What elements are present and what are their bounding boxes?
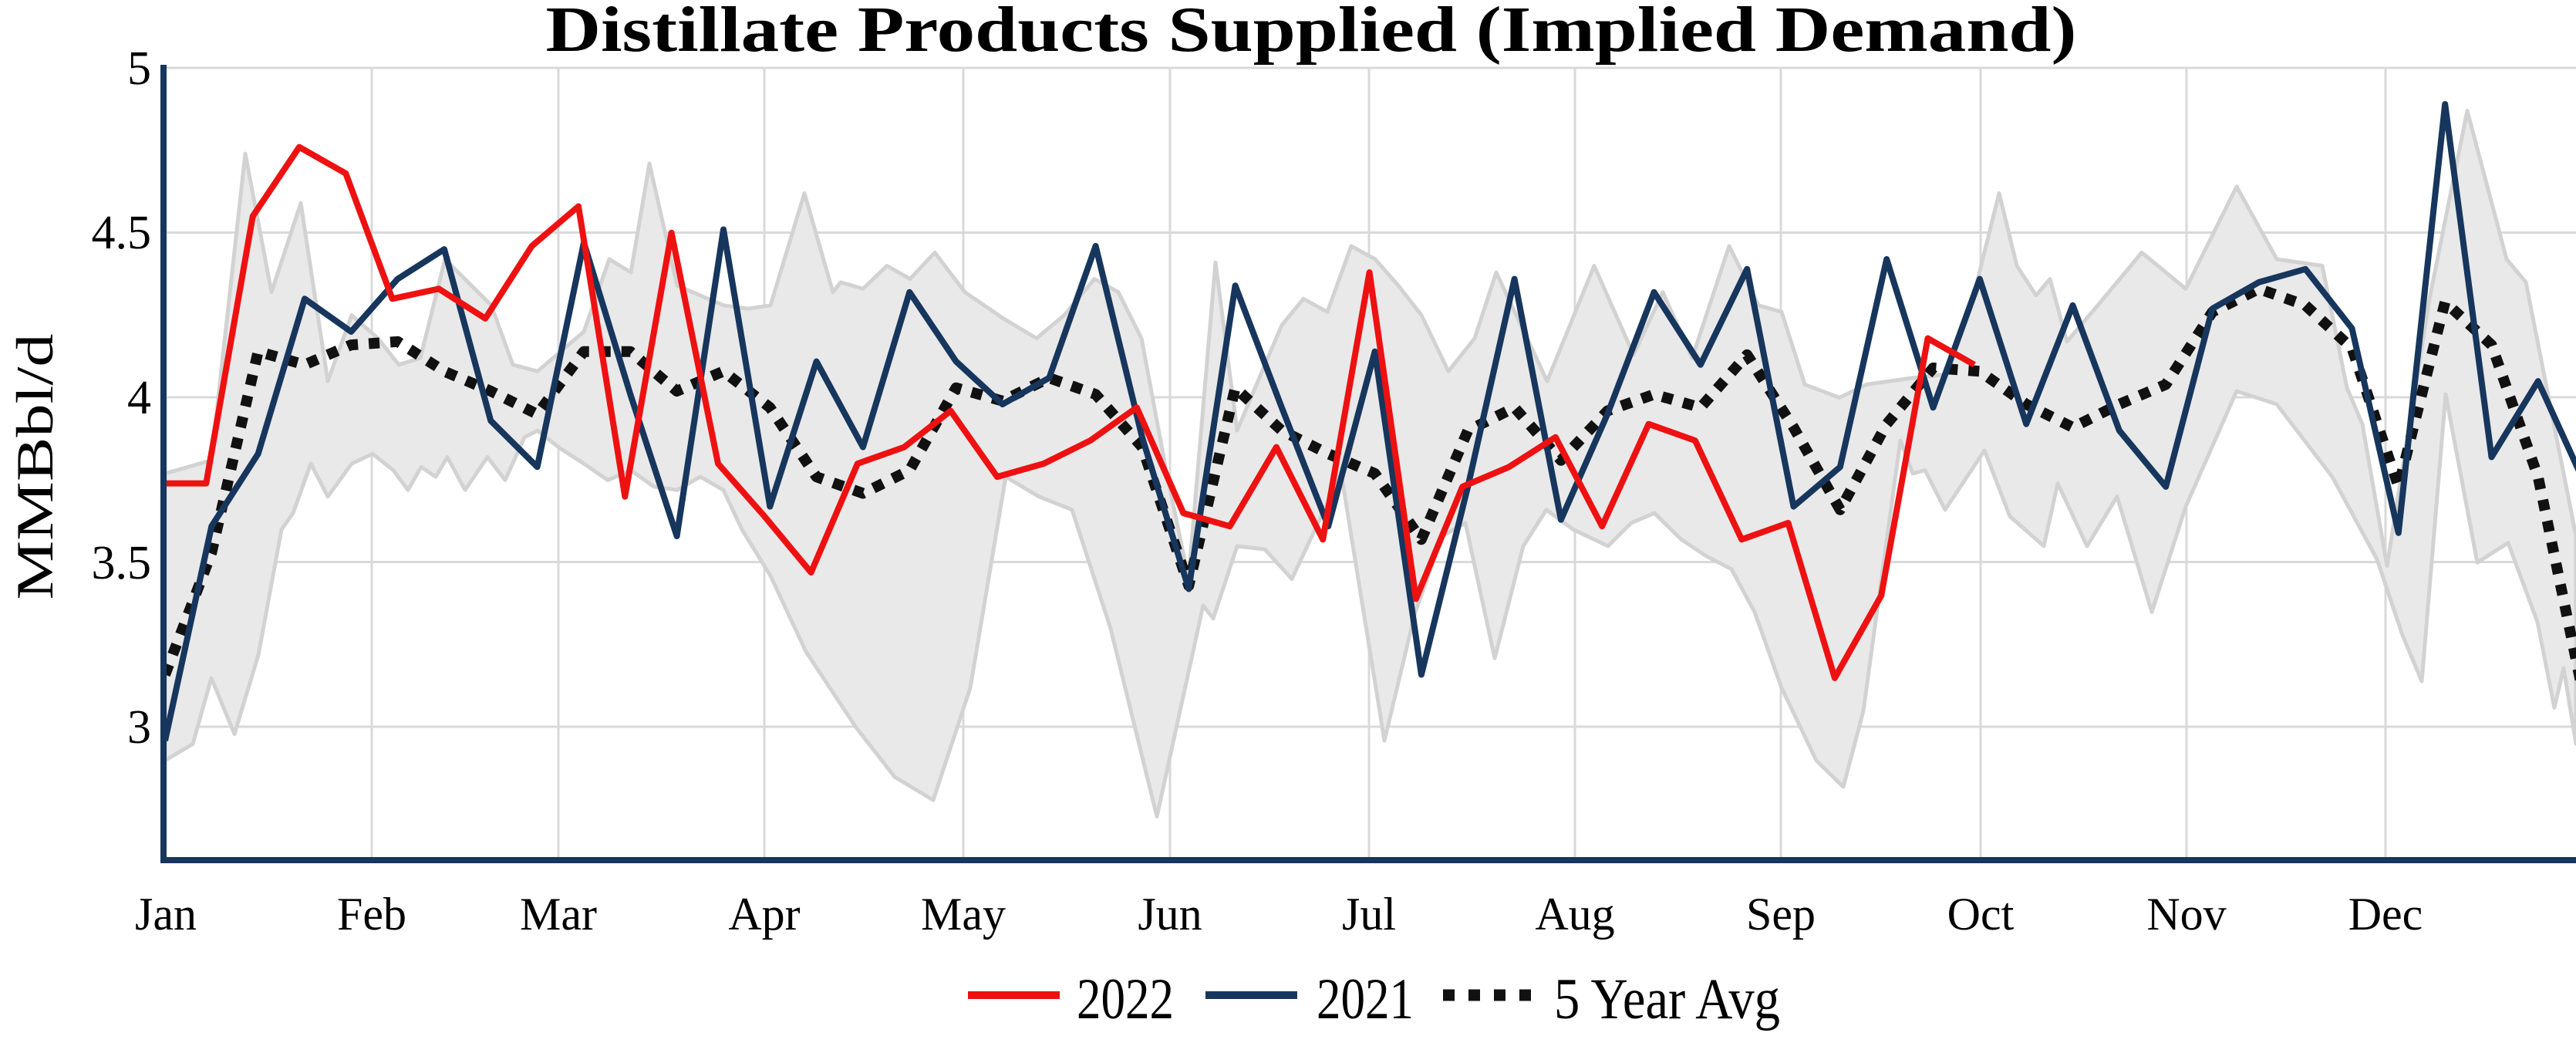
- svg-text:Distillate Products Supplied (: Distillate Products Supplied (Implied De…: [546, 0, 2077, 66]
- svg-text:Feb: Feb: [337, 889, 406, 940]
- svg-text:3.5: 3.5: [92, 537, 152, 589]
- svg-text:Dec: Dec: [2348, 889, 2423, 940]
- svg-text:2021: 2021: [1317, 967, 1414, 1031]
- svg-text:5: 5: [127, 42, 151, 95]
- svg-text:Jun: Jun: [1138, 889, 1202, 940]
- svg-text:Jan: Jan: [135, 889, 197, 940]
- svg-text:2022: 2022: [1077, 967, 1174, 1031]
- svg-text:May: May: [921, 889, 1006, 940]
- svg-text:5 Year Avg: 5 Year Avg: [1554, 967, 1780, 1031]
- svg-text:Mar: Mar: [520, 889, 597, 940]
- svg-text:MMBbl/d: MMBbl/d: [5, 334, 64, 600]
- svg-text:Sep: Sep: [1746, 889, 1816, 940]
- svg-text:Nov: Nov: [2146, 889, 2226, 940]
- svg-text:Aug: Aug: [1535, 889, 1614, 940]
- svg-text:Apr: Apr: [728, 889, 800, 940]
- svg-text:Oct: Oct: [1947, 889, 2015, 940]
- svg-text:Jul: Jul: [1342, 889, 1396, 940]
- svg-text:4.5: 4.5: [92, 207, 152, 259]
- svg-text:4: 4: [127, 372, 151, 424]
- svg-text:3: 3: [127, 701, 151, 754]
